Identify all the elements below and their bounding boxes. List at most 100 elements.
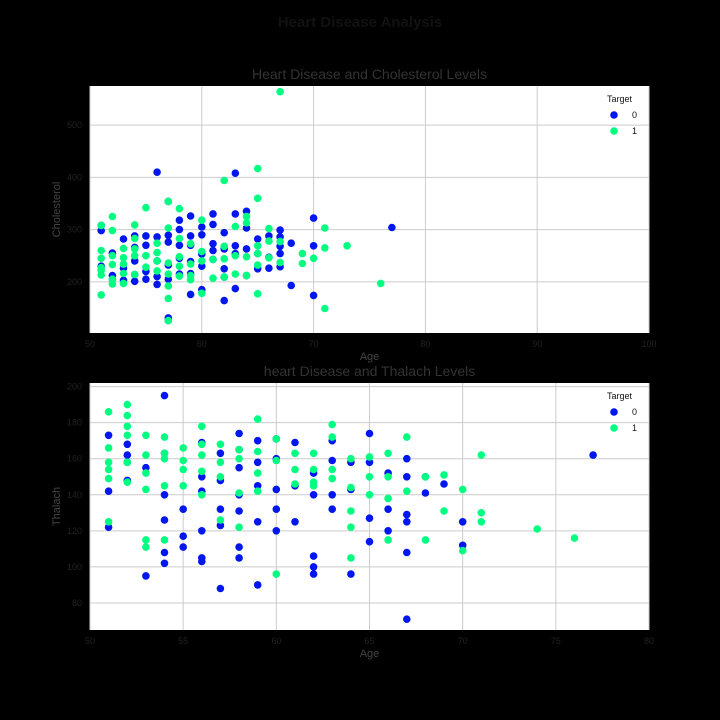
scatter-point-target-0: [175, 216, 184, 224]
scatter-point-target-0: [440, 480, 448, 488]
scatter-point-target-1: [328, 433, 337, 441]
scatter-point-target-0: [265, 232, 273, 240]
scatter-point-target-0: [272, 505, 281, 513]
scatter-point-target-1: [130, 234, 139, 243]
legend-marker-0: [610, 408, 618, 416]
x-tick-label: 55: [178, 636, 188, 646]
scatter-point-target-1: [142, 469, 150, 477]
scatter-point-target-1: [119, 260, 128, 268]
legend-label-0: 0: [632, 110, 637, 120]
scatter-point-target-0: [130, 277, 139, 286]
scatter-point-target-1: [123, 422, 132, 431]
scatter-point-target-1: [309, 465, 318, 474]
legend-title: Target: [607, 391, 633, 401]
x-axis-label: Age: [360, 351, 380, 363]
scatter-point-target-0: [328, 491, 337, 499]
y-tick-label: 80: [72, 598, 82, 608]
scatter-point-target-0: [365, 537, 374, 546]
scatter-point-target-0: [403, 548, 411, 557]
scatter-point-target-1: [253, 487, 262, 496]
scatter-point-target-0: [276, 226, 284, 234]
scatter-point-target-1: [123, 458, 132, 467]
scatter-point-target-0: [458, 541, 467, 550]
y-tick-label: 400: [67, 172, 82, 182]
scatter-point-target-1: [276, 87, 284, 96]
scatter-point-target-1: [235, 523, 243, 531]
scatter-point-target-1: [186, 239, 195, 248]
scatter-point-target-0: [164, 275, 173, 284]
scatter-point-target-0: [216, 521, 225, 530]
scatter-point-target-1: [347, 507, 355, 515]
scatter-point-target-0: [347, 570, 355, 578]
scatter-point-target-1: [119, 269, 128, 278]
scatter-point-target-1: [164, 224, 173, 232]
scatter-point-target-0: [242, 245, 251, 253]
x-tick-label: 60: [197, 339, 207, 349]
scatter-point-target-1: [198, 289, 206, 298]
scatter-point-target-1: [328, 465, 337, 474]
scatter-point-target-0: [272, 485, 281, 494]
scatter-point-target-1: [265, 224, 273, 233]
scatter-point-target-0: [123, 451, 132, 459]
scatter-point-target-0: [276, 249, 284, 258]
scatter-point-target-1: [220, 242, 228, 251]
scatter-point-target-1: [291, 449, 299, 458]
scatter-point-target-0: [153, 272, 161, 281]
scatter-point-target-1: [119, 253, 128, 262]
scatter-point-target-1: [179, 444, 187, 452]
scatter-point-target-1: [253, 164, 262, 173]
scatter-point-target-1: [235, 445, 243, 454]
x-tick-label: 80: [420, 339, 430, 349]
scatter-point-target-0: [272, 527, 281, 535]
scatter-point-target-0: [142, 572, 150, 580]
scatter-point-target-1: [253, 261, 262, 269]
scatter-point-target-1: [97, 246, 105, 255]
scatter-point-target-1: [440, 507, 448, 515]
x-tick-label: 65: [364, 636, 374, 646]
scatter-point-target-0: [253, 518, 262, 526]
legend-label-1: 1: [632, 423, 637, 433]
scatter-point-target-0: [97, 226, 105, 235]
scatter-point-target-1: [153, 257, 161, 265]
scatter-point-target-0: [309, 491, 318, 499]
scatter-point-target-1: [104, 444, 113, 452]
scatter-point-target-0: [160, 491, 169, 499]
scatter-point-target-1: [253, 415, 262, 423]
scatter-point-target-0: [265, 264, 273, 273]
scatter-point-target-1: [220, 176, 228, 185]
scatter-point-target-1: [328, 474, 337, 483]
scatter-point-target-1: [97, 291, 105, 299]
chart-1: 50 60 70 80 90 100 200 300 400 500 Heart Disease a…: [51, 66, 657, 363]
scatter-point-target-1: [108, 260, 117, 269]
scatter-point-target-0: [388, 223, 396, 232]
scatter-point-target-0: [216, 505, 225, 513]
scatter-point-target-0: [231, 284, 240, 293]
scatter-point-target-1: [104, 518, 113, 526]
scatter-point-target-1: [130, 251, 139, 260]
scatter-point-target-0: [328, 456, 337, 465]
legend-title: Target: [607, 94, 633, 104]
scatter-point-target-1: [104, 465, 113, 474]
scatter-point-target-1: [186, 260, 195, 268]
scatter-point-target-1: [231, 251, 240, 260]
scatter-point-target-0: [198, 473, 206, 481]
scatter-point-target-1: [458, 485, 467, 494]
scatter-point-target-1: [175, 272, 184, 280]
scatter-point-target-1: [403, 487, 411, 496]
scatter-point-target-0: [421, 489, 430, 497]
scatter-point-target-0: [231, 169, 240, 177]
scatter-point-target-0: [235, 429, 243, 438]
scatter-point-target-1: [231, 222, 240, 231]
x-tick-label: 80: [644, 636, 654, 646]
x-tick-label: 100: [641, 339, 656, 349]
scatter-point-target-1: [142, 451, 150, 459]
scatter-point-target-0: [175, 241, 184, 250]
scatter-point-target-0: [209, 220, 217, 229]
scatter-point-target-1: [123, 478, 132, 487]
scatter-point-target-1: [153, 248, 161, 257]
scatter-point-target-1: [235, 489, 243, 497]
scatter-point-target-0: [198, 527, 206, 535]
scatter-point-target-1: [142, 485, 150, 494]
scatter-point-target-1: [164, 197, 173, 206]
scatter-point-target-0: [198, 231, 206, 239]
